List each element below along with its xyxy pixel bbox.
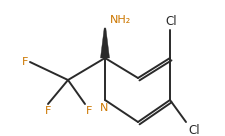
Text: F: F — [22, 57, 28, 67]
Text: F: F — [45, 106, 51, 116]
Text: N: N — [99, 103, 108, 113]
Text: NH₂: NH₂ — [110, 15, 131, 25]
Polygon shape — [100, 28, 109, 58]
Text: F: F — [86, 106, 92, 116]
Text: Cl: Cl — [164, 15, 176, 28]
Text: Cl: Cl — [187, 124, 199, 136]
